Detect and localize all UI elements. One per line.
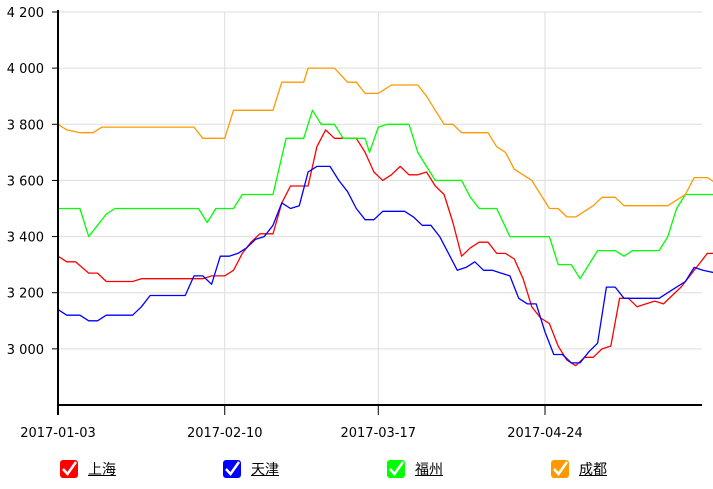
series-line-成都	[57, 67, 713, 218]
legend-label: 天津	[251, 462, 279, 478]
check-icon	[551, 460, 569, 478]
y-tick-label: 4 200	[7, 6, 44, 21]
x-tick-label: 2017-01-03	[20, 426, 96, 441]
check-icon	[387, 460, 405, 478]
y-tick-label: 3 800	[7, 118, 44, 133]
axes: 4 200 4 000 3 800 3 600 3 400 3 200 3 000 2017-…	[7, 6, 702, 441]
check-icon	[60, 460, 78, 478]
legend-label: 上海	[88, 462, 116, 478]
x-tick-label: 2017-02-10	[187, 426, 263, 441]
series-line-福州	[58, 109, 713, 280]
y-tick-label: 3 200	[7, 287, 44, 302]
y-tick-label: 3 000	[7, 343, 44, 358]
y-tick-label: 3 400	[7, 231, 44, 246]
x-tick-label: 2017-03-17	[340, 426, 416, 441]
legend-label: 成都	[579, 462, 607, 478]
legend-item-shanghai[interactable]: 上海	[60, 456, 116, 482]
series-line-天津	[57, 165, 713, 364]
legend-item-tianjin[interactable]: 天津	[223, 456, 279, 482]
grid	[57, 11, 702, 405]
check-icon	[223, 460, 241, 478]
y-tick-label: 4 000	[7, 62, 44, 77]
legend-item-fuzhou[interactable]: 福州	[387, 456, 443, 482]
series-line-上海	[57, 129, 713, 367]
line-chart-plot: 4 200 4 000 3 800 3 600 3 400 3 200 3 000 2017-…	[7, 6, 713, 441]
legend-label: 福州	[415, 462, 443, 478]
series-lines	[57, 67, 713, 367]
legend: 上海 天津 福州 成都	[0, 452, 713, 486]
y-tick-label: 3 600	[7, 174, 44, 189]
x-tick-label: 2017-04-24	[507, 426, 583, 441]
legend-item-chengdu[interactable]: 成都	[551, 456, 607, 482]
